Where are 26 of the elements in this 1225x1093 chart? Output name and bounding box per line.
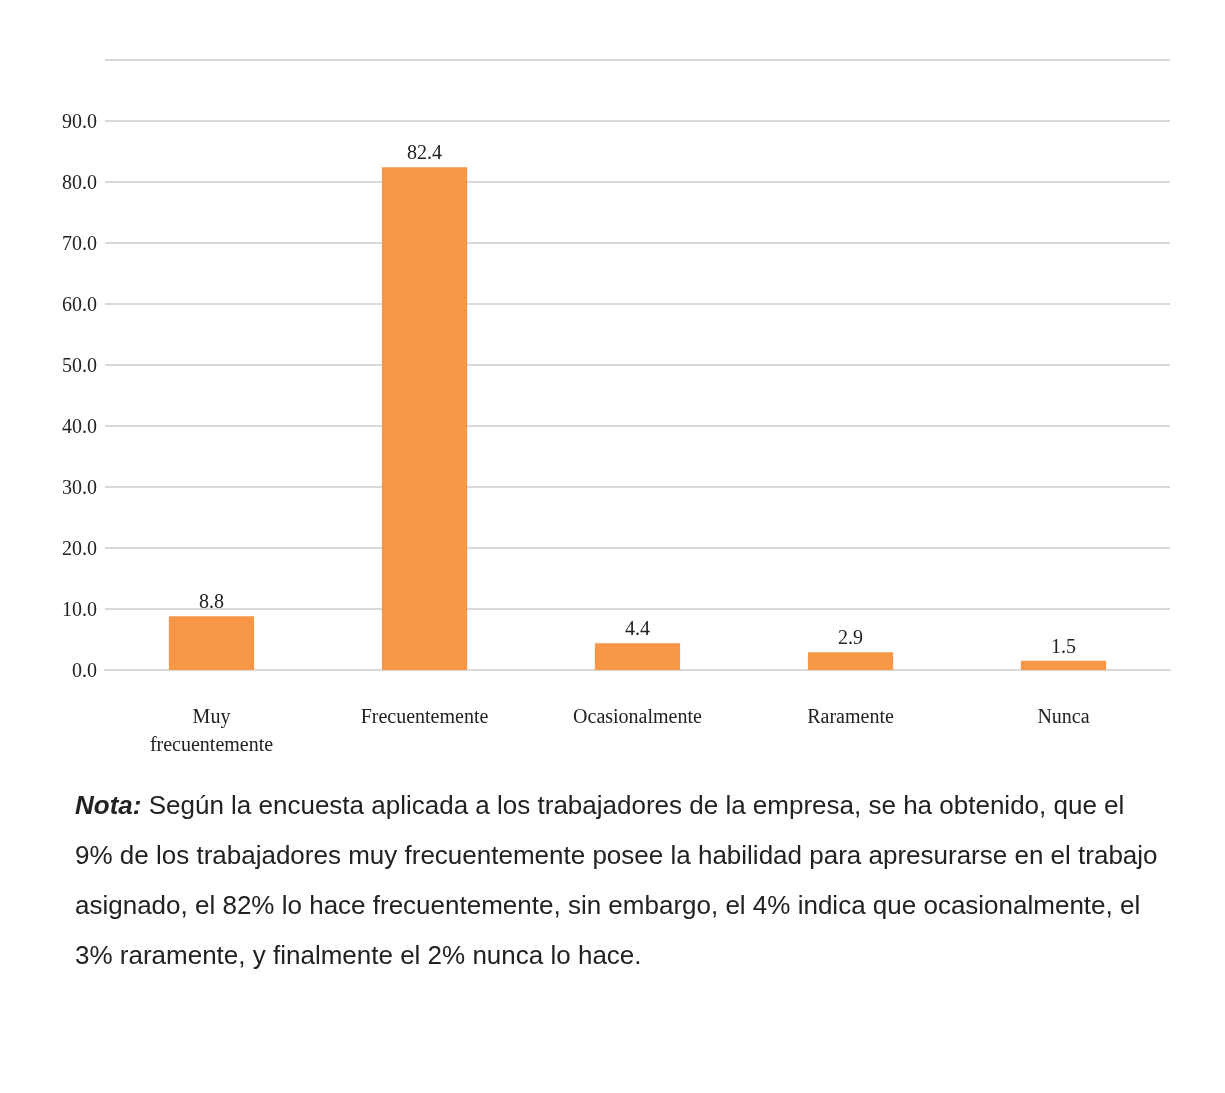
data-label: 2.9 bbox=[838, 626, 863, 649]
x-tick-label: Nunca bbox=[1037, 705, 1090, 727]
data-label: 82.4 bbox=[407, 141, 442, 164]
y-tick-label: 0.0 bbox=[72, 659, 97, 681]
y-tick-label: 50.0 bbox=[62, 354, 97, 376]
y-tick-label: 90.0 bbox=[62, 110, 97, 132]
data-label: 8.8 bbox=[199, 590, 224, 613]
y-tick-label: 80.0 bbox=[62, 171, 97, 193]
bar bbox=[594, 643, 681, 670]
bar bbox=[168, 616, 255, 670]
x-tick-label: Raramente bbox=[807, 705, 894, 727]
y-tick-label: 40.0 bbox=[62, 415, 97, 437]
data-label: 1.5 bbox=[1051, 634, 1076, 657]
bar bbox=[1020, 660, 1107, 670]
y-tick-label: 70.0 bbox=[62, 232, 97, 254]
y-tick-label: 10.0 bbox=[62, 598, 97, 620]
x-tick-label: Muy frecuentemente bbox=[149, 705, 274, 755]
text: Nota: Según la encuesta aplicada a los trabajadores de la empresa, se ha obtenido, que el 9% de los trabajadores muy frecuentemente posee la habilidad para apresurarse en el trabajo asignado, el 82% lo hace frecuentemente, sin embargo, el 4% indica que ocasionalmente, el 3% raramente, y finalmente el 2% nunca lo hace. bbox=[75, 790, 1158, 970]
y-tick-label: 60.0 bbox=[62, 293, 97, 315]
bar bbox=[807, 652, 894, 670]
x-tick-label: Ocasionalmente bbox=[573, 705, 703, 727]
data-label: 4.4 bbox=[625, 617, 650, 640]
bar bbox=[381, 167, 468, 670]
y-tick-label: 20.0 bbox=[62, 537, 97, 559]
y-tick-label: 30.0 bbox=[62, 476, 97, 498]
x-tick-label: Frecuentemente bbox=[360, 705, 489, 727]
